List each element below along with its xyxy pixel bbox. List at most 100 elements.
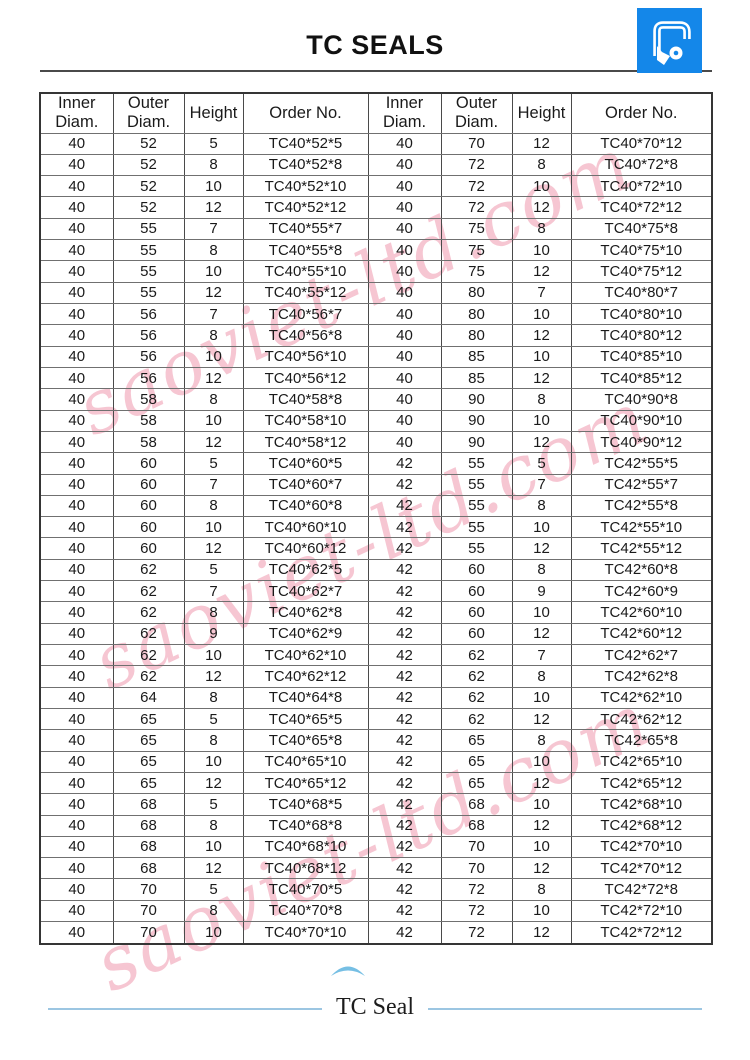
cell: 7 <box>511 473 572 496</box>
cell: TC40*62*12 <box>242 665 369 688</box>
cell: 10 <box>511 793 572 816</box>
cell: 8 <box>183 324 244 347</box>
cell: 75 <box>440 260 513 283</box>
cell: 10 <box>511 686 572 709</box>
cell: 40 <box>39 260 114 283</box>
table-row: 40 55 7 TC40*55*7 40 75 8 TC40*75*8 <box>39 217 713 241</box>
cell: 10 <box>511 516 572 539</box>
cell: 5 <box>183 878 244 901</box>
cell: TC40*70*10 <box>242 921 369 945</box>
cell: 62 <box>112 601 185 624</box>
cell: 12 <box>183 771 244 795</box>
cell: 12 <box>511 707 572 731</box>
cell: 40 <box>39 430 114 454</box>
cell: 42 <box>367 899 442 923</box>
cell: 7 <box>183 580 244 603</box>
cell: 65 <box>440 771 513 795</box>
cell: 40 <box>39 899 114 923</box>
cell: 8 <box>511 494 572 518</box>
cell: 10 <box>511 899 572 923</box>
cell: 62 <box>440 707 513 731</box>
cell: TC40*62*10 <box>242 643 369 667</box>
cell: 40 <box>39 537 114 560</box>
cell: 42 <box>367 857 442 880</box>
cell: 72 <box>440 921 513 945</box>
table-row: 40 65 12 TC40*65*12 42 65 12 TC42*65*12 <box>39 771 713 795</box>
cell: TC40*90*8 <box>570 388 713 411</box>
cell: TC42*65*8 <box>570 729 713 752</box>
cell: TC40*60*5 <box>242 452 369 475</box>
cell: 55 <box>440 537 513 560</box>
cell: TC42*68*12 <box>570 814 713 837</box>
cell: 42 <box>367 558 442 582</box>
cell: 56 <box>112 324 185 347</box>
cell: 12 <box>511 196 572 219</box>
cell: TC42*72*12 <box>570 921 713 945</box>
table-row: 40 60 7 TC40*60*7 42 55 7 TC42*55*7 <box>39 473 713 496</box>
cell: TC40*62*9 <box>242 622 369 646</box>
cell: 40 <box>367 175 442 198</box>
table-row: 40 58 8 TC40*58*8 40 90 8 TC40*90*8 <box>39 388 713 411</box>
table-row: 40 65 10 TC40*65*10 42 65 10 TC42*65*10 <box>39 750 713 773</box>
table-row: 40 55 8 TC40*55*8 40 75 10 TC40*75*10 <box>39 239 713 262</box>
cell: 42 <box>367 473 442 496</box>
cell: 12 <box>511 622 572 646</box>
cell: 40 <box>367 132 442 155</box>
cell: 12 <box>511 814 572 837</box>
table-row: 40 60 12 TC40*60*12 42 55 12 TC42*55*12 <box>39 537 713 560</box>
cell: 42 <box>367 665 442 688</box>
cell: 60 <box>112 537 185 560</box>
cell: 12 <box>183 366 244 390</box>
cell: 62 <box>440 665 513 688</box>
table-row: 40 60 8 TC40*60*8 42 55 8 TC42*55*8 <box>39 494 713 518</box>
cell: TC40*75*8 <box>570 217 713 241</box>
cell: 12 <box>183 430 244 454</box>
cell: 8 <box>183 239 244 262</box>
cell: TC40*60*12 <box>242 537 369 560</box>
table-row: 40 52 5 TC40*52*5 40 70 12 TC40*70*12 <box>39 132 713 155</box>
cell: 9 <box>183 622 244 646</box>
cell: 56 <box>112 366 185 390</box>
cell: TC40*65*12 <box>242 771 369 795</box>
cell: 60 <box>112 473 185 496</box>
cell: TC40*62*5 <box>242 558 369 582</box>
cell: 55 <box>440 516 513 539</box>
cell: 40 <box>39 132 114 155</box>
cell: 10 <box>183 643 244 667</box>
cell: TC40*70*5 <box>242 878 369 901</box>
cell: 64 <box>112 686 185 709</box>
cell: 10 <box>183 345 244 368</box>
cell: 40 <box>367 430 442 454</box>
cell: 72 <box>440 878 513 901</box>
cell: 42 <box>367 452 442 475</box>
cell: 12 <box>511 324 572 347</box>
table-row: 40 52 8 TC40*52*8 40 72 8 TC40*72*8 <box>39 153 713 177</box>
cell: 40 <box>39 153 114 177</box>
cell: TC42*62*10 <box>570 686 713 709</box>
table-row: 40 62 5 TC40*62*5 42 60 8 TC42*60*8 <box>39 558 713 582</box>
cell: 8 <box>511 729 572 752</box>
cell: 68 <box>112 793 185 816</box>
cell: 12 <box>511 430 572 454</box>
cell: 55 <box>440 452 513 475</box>
cell: 65 <box>440 750 513 773</box>
cell: 68 <box>112 814 185 837</box>
cell: 60 <box>440 601 513 624</box>
cell: 40 <box>39 771 114 795</box>
cell: TC40*55*8 <box>242 239 369 262</box>
cell: TC40*52*10 <box>242 175 369 198</box>
cell: 65 <box>112 729 185 752</box>
cell: TC42*65*12 <box>570 771 713 795</box>
cell: TC40*58*12 <box>242 430 369 454</box>
cell: TC40*65*8 <box>242 729 369 752</box>
cell: 40 <box>367 345 442 368</box>
table-row: 40 55 10 TC40*55*10 40 75 12 TC40*75*12 <box>39 260 713 283</box>
cell: TC42*55*7 <box>570 473 713 496</box>
cell: 40 <box>39 281 114 305</box>
cell: TC40*52*12 <box>242 196 369 219</box>
cell: 40 <box>39 516 114 539</box>
table-row: 40 62 8 TC40*62*8 42 60 10 TC42*60*10 <box>39 601 713 624</box>
cell: 40 <box>39 452 114 475</box>
cell: 40 <box>39 175 114 198</box>
cell: 40 <box>367 153 442 177</box>
